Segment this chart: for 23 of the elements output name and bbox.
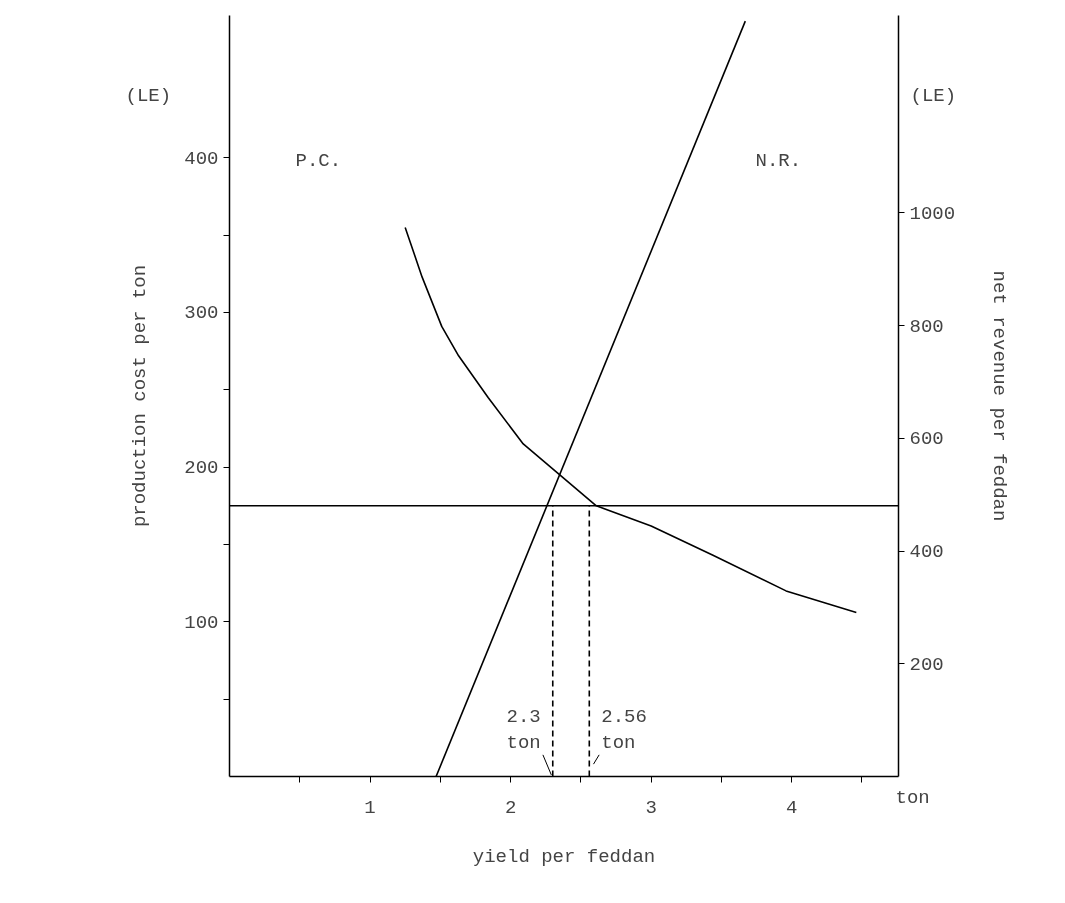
y-tick-label: 200 bbox=[184, 457, 219, 480]
y-tick-label: 400 bbox=[184, 147, 219, 170]
y-tick-label: 100 bbox=[184, 611, 219, 634]
text: ton bbox=[895, 786, 930, 809]
y2-axis-title: net revenue per feddan bbox=[988, 270, 1011, 522]
x-tick-label: 4 bbox=[785, 796, 798, 819]
text: (LE) bbox=[910, 84, 957, 107]
y2-tick-label: 400 bbox=[909, 541, 944, 564]
text: (LE) bbox=[125, 84, 172, 107]
y-axis-title: production cost per ton bbox=[129, 264, 152, 528]
annotation: N.R. bbox=[755, 149, 802, 172]
y2-tick-label: 800 bbox=[909, 315, 944, 338]
x-axis-title: yield per feddan bbox=[472, 845, 656, 868]
y-tick-label: 300 bbox=[184, 302, 219, 325]
x-tick-label: 2 bbox=[504, 796, 517, 819]
x-tick-label: 1 bbox=[364, 796, 376, 819]
y2-tick-label: 600 bbox=[909, 428, 944, 451]
annotation: P.C. bbox=[295, 149, 342, 172]
x-tick-label: 3 bbox=[645, 796, 657, 819]
annotation: 2.56 ton bbox=[601, 706, 647, 755]
y2-tick-label: 200 bbox=[909, 653, 944, 676]
y2-tick-label: 1000 bbox=[909, 202, 956, 225]
annotation: 2.3 ton bbox=[506, 706, 541, 755]
